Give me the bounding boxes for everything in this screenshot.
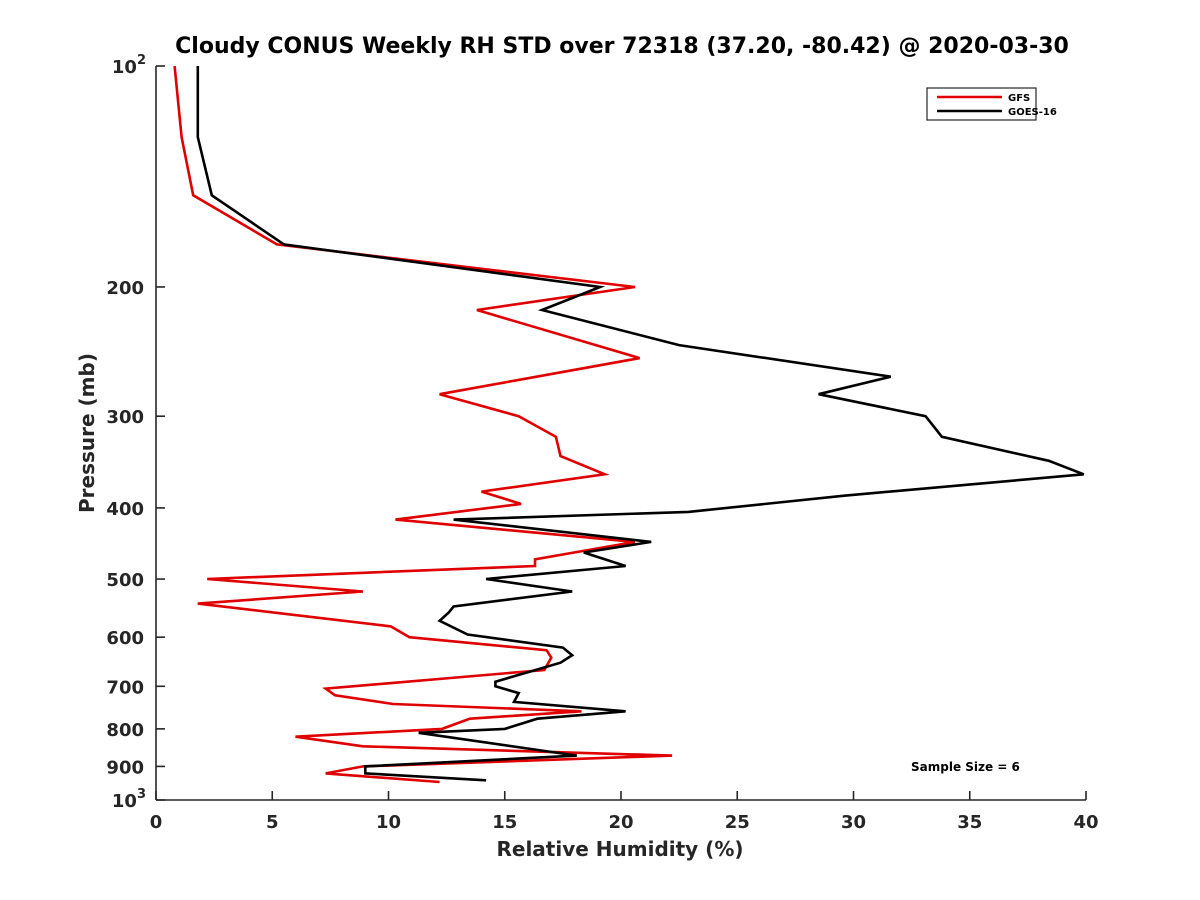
x-tick-label: 0 bbox=[150, 812, 163, 833]
legend: GFS GOES-16 bbox=[926, 87, 1057, 121]
x-tick-label: 15 bbox=[492, 812, 517, 833]
legend-label-goes16: GOES-16 bbox=[1008, 107, 1057, 118]
legend-label-gfs: GFS bbox=[1008, 93, 1030, 104]
x-tick-label: 20 bbox=[608, 812, 633, 833]
y-tick-label: 800 bbox=[106, 720, 144, 741]
x-tick-label: 40 bbox=[1073, 812, 1098, 833]
x-tick-label: 10 bbox=[376, 812, 401, 833]
y-tick-label: 600 bbox=[106, 628, 144, 649]
y-tick-label: 300 bbox=[106, 407, 144, 428]
y-tick-label: 700 bbox=[106, 677, 144, 698]
chart-title: Cloudy CONUS Weekly RH STD over 72318 (3… bbox=[175, 34, 1069, 59]
x-tick-label: 30 bbox=[841, 812, 866, 833]
y-axis-label: Pressure (mb) bbox=[75, 353, 99, 513]
sample-size-annotation: Sample Size = 6 bbox=[911, 760, 1020, 774]
axes bbox=[155, 66, 1086, 801]
x-tick-label: 35 bbox=[957, 812, 982, 833]
series-layer bbox=[173, 65, 1085, 784]
y-ticks: 102 200 300 400 500 600 700 800 900 103 bbox=[106, 53, 165, 812]
x-axis-label: Relative Humidity (%) bbox=[496, 837, 743, 861]
x-tick-label: 25 bbox=[725, 812, 750, 833]
y-tick-label: 102 bbox=[112, 53, 146, 78]
y-tick-label: 200 bbox=[106, 278, 144, 299]
x-tick-label: 5 bbox=[266, 812, 279, 833]
legend-box bbox=[926, 87, 1037, 121]
y-tick-label: 500 bbox=[106, 570, 144, 591]
x-ticks: 0 5 10 15 20 25 30 35 40 bbox=[150, 791, 1099, 833]
y-tick-label: 103 bbox=[112, 787, 146, 812]
y-tick-label: 400 bbox=[106, 499, 144, 520]
y-tick-label: 900 bbox=[106, 757, 144, 778]
series-line-gfs bbox=[173, 65, 673, 784]
series-line-goes16 bbox=[196, 66, 1085, 782]
